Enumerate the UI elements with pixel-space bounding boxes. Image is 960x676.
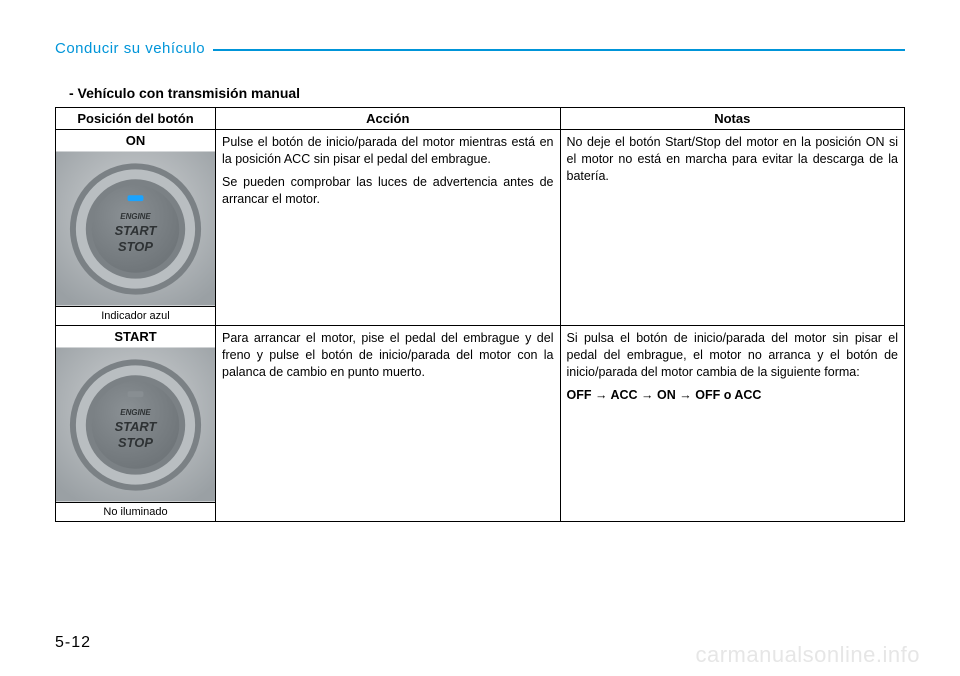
table-row: START ENGINE START STOP No iluminado Par… <box>56 326 905 522</box>
svg-text:ENGINE: ENGINE <box>120 212 151 221</box>
svg-text:STOP: STOP <box>118 239 153 254</box>
engine-button-icon: ENGINE START STOP <box>56 151 215 306</box>
svg-text:START: START <box>115 419 158 434</box>
notes-sequence: OFF → ACC → ON → OFF o ACC <box>567 387 899 404</box>
button-state-table: Posición del botón Acción Notas ON ENGIN… <box>55 107 905 522</box>
notes-cell: No deje el botón Start/Stop del motor en… <box>560 130 905 326</box>
col-header-position: Posición del botón <box>56 108 216 130</box>
page-number: 5-12 <box>55 634 91 652</box>
button-image: ENGINE START STOP <box>56 151 215 306</box>
position-cell: START ENGINE START STOP No iluminado <box>56 326 216 522</box>
page-header: Conducir su vehículo <box>55 40 905 57</box>
svg-text:START: START <box>115 223 158 238</box>
subtitle: - Vehículo con transmisión manual <box>69 85 905 101</box>
notes-text: No deje el botón Start/Stop del motor en… <box>567 134 899 185</box>
indicator-label: No iluminado <box>56 502 215 521</box>
action-text: Se pueden comprobar las luces de adverte… <box>222 174 554 208</box>
action-text: Para arrancar el motor, pise el pedal de… <box>222 330 554 381</box>
notes-cell: Si pulsa el botón de inicio/parada del m… <box>560 326 905 522</box>
engine-button-icon: ENGINE START STOP <box>56 347 215 502</box>
svg-text:ENGINE: ENGINE <box>120 408 151 417</box>
col-header-notes: Notas <box>560 108 905 130</box>
action-text: Pulse el botón de inicio/parada del moto… <box>222 134 554 168</box>
position-label: START <box>56 326 215 347</box>
svg-text:STOP: STOP <box>118 435 153 450</box>
action-cell: Pulse el botón de inicio/parada del moto… <box>216 130 561 326</box>
header-rule <box>213 49 905 51</box>
header-title: Conducir su vehículo <box>55 40 213 57</box>
position-label: ON <box>56 130 215 151</box>
table-row: ON ENGINE START STOP Indicador azul Puls… <box>56 130 905 326</box>
table-header-row: Posición del botón Acción Notas <box>56 108 905 130</box>
position-cell: ON ENGINE START STOP Indicador azul <box>56 130 216 326</box>
col-header-action: Acción <box>216 108 561 130</box>
indicator-label: Indicador azul <box>56 306 215 325</box>
notes-text: Si pulsa el botón de inicio/parada del m… <box>567 330 899 381</box>
watermark: carmanualsonline.info <box>695 642 920 668</box>
button-image: ENGINE START STOP <box>56 347 215 502</box>
action-cell: Para arrancar el motor, pise el pedal de… <box>216 326 561 522</box>
